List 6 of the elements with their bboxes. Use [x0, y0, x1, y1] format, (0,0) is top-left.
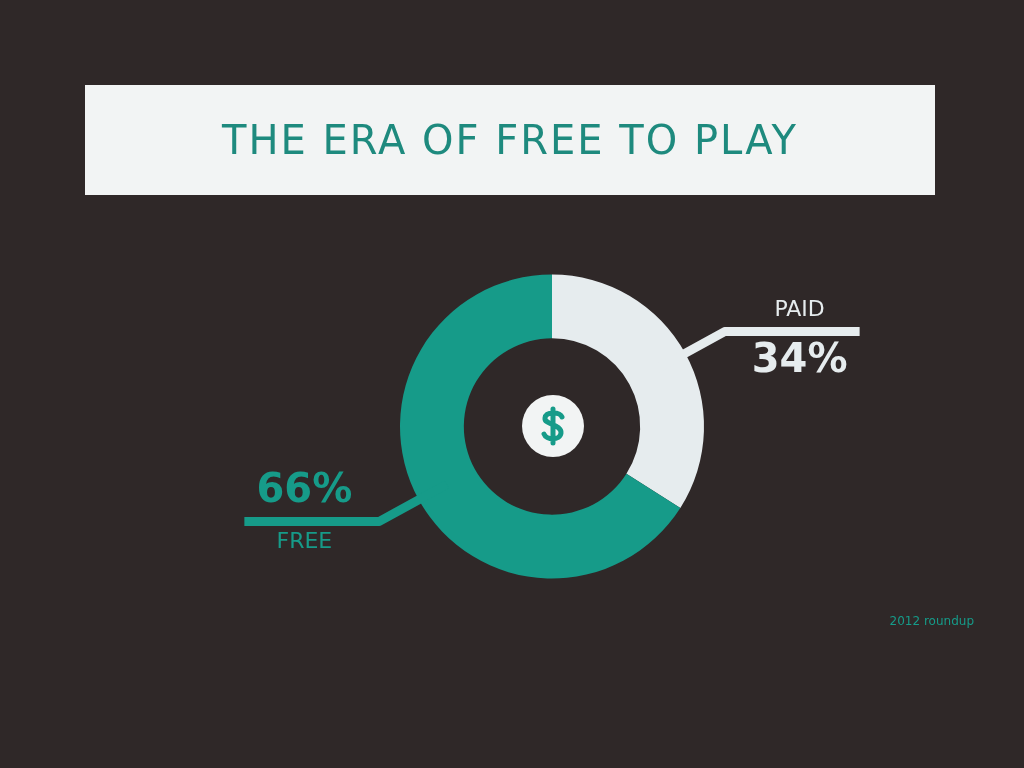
slice-label: FREE: [276, 528, 333, 554]
slice-label: PAID: [774, 296, 825, 322]
data-label: 66%: [256, 464, 353, 511]
chart-title: THE ERA OF FREE TO PLAY: [85, 85, 935, 195]
data-label: 34%: [751, 334, 848, 381]
text: 2012 roundup: [889, 614, 974, 628]
